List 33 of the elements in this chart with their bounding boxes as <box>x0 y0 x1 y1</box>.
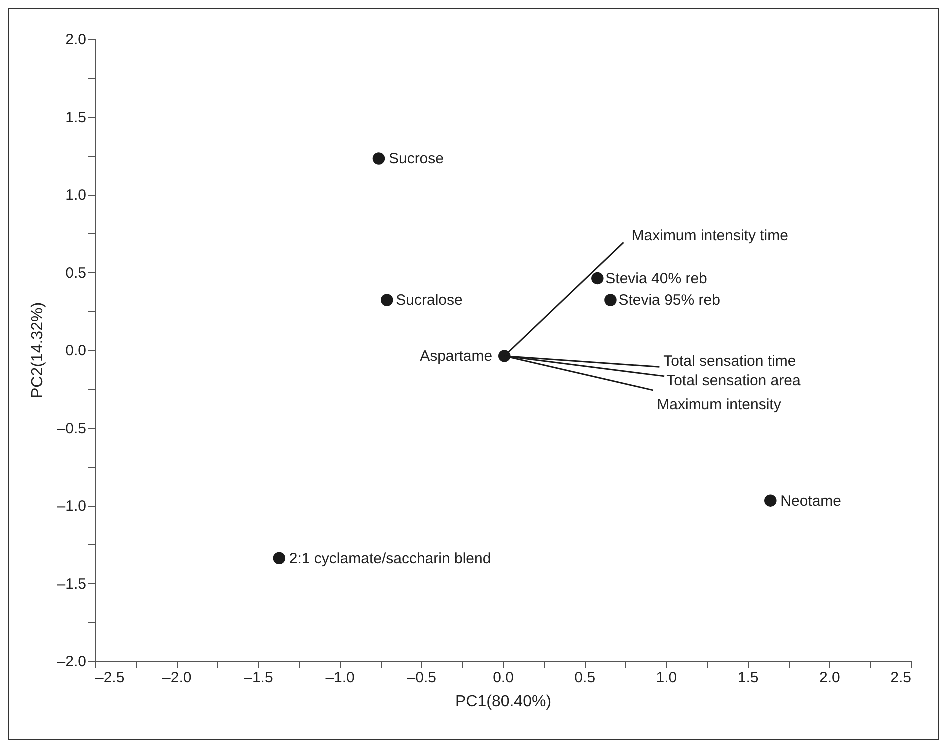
series-label: Stevia 40% reb <box>606 270 708 288</box>
series-label: Maximum intensity time <box>632 228 788 245</box>
x-tick-label: 1.5 <box>738 670 759 686</box>
x-tick-label: –1.5 <box>244 670 274 686</box>
x-tick-label: –0.5 <box>407 670 436 686</box>
series-label: Aspartame <box>420 348 493 366</box>
y-axis-title: PC2(14.32%) <box>29 302 46 399</box>
y-tick-label: 0.5 <box>66 264 86 282</box>
series-label: Total sensation area <box>666 372 802 390</box>
series-label: Maximum intensity <box>657 396 782 414</box>
y-tick-label: 1.5 <box>66 109 86 126</box>
x-tick-label: –1.0 <box>326 670 355 686</box>
x-tick-label: 0.0 <box>493 670 514 686</box>
series-label: Neotame <box>780 492 842 510</box>
series-label: Sucralose <box>396 292 463 310</box>
x-tick-label: 1.0 <box>656 670 678 686</box>
x-tick-label: 0.5 <box>574 670 596 686</box>
y-tick-label: 0.0 <box>66 342 86 360</box>
series-label: Total sensation time <box>664 353 796 370</box>
y-tick-label: 1.0 <box>66 187 86 204</box>
series-label: 2:1 cyclamate/saccharin blend <box>289 550 492 568</box>
series-label: Stevia 95% reb <box>618 292 720 310</box>
x-tick-label: –2.0 <box>162 670 192 686</box>
x-tick-label: 2.0 <box>819 670 840 686</box>
y-tick-label: 2.0 <box>66 32 86 48</box>
y-tick-label: –0.5 <box>57 420 86 438</box>
x-tick-label: –2.5 <box>96 670 125 686</box>
series-label: Sucrose <box>388 150 444 168</box>
y-tick-label: –2.0 <box>57 654 86 670</box>
x-axis-title: PC1(80.40%) <box>455 694 552 710</box>
y-tick-label: –1.5 <box>57 576 86 593</box>
y-tick-label: –1.0 <box>57 498 86 515</box>
x-tick-label: 2.5 <box>890 670 912 686</box>
